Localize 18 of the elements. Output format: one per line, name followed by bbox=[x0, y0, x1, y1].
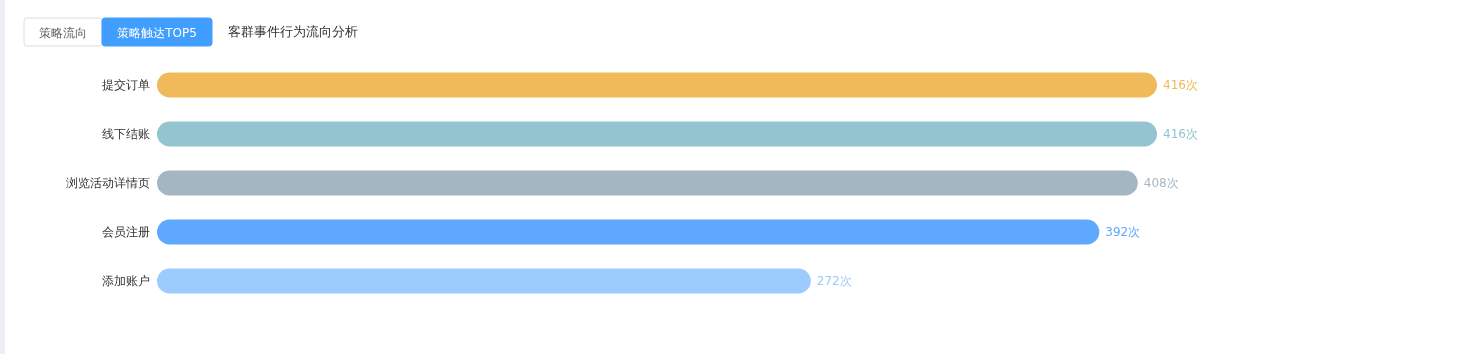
chart-title: 客群事件行为流向分析 bbox=[228, 24, 358, 39]
y-tick-label: 浏览活动详情页 bbox=[66, 176, 150, 190]
y-tick-label: 线下结账 bbox=[102, 127, 150, 141]
data-label: 392次 bbox=[1105, 225, 1141, 239]
y-tick-label: 会员注册 bbox=[102, 225, 150, 239]
data-label: 408次 bbox=[1143, 176, 1179, 190]
bar bbox=[157, 121, 1157, 147]
data-label: 272次 bbox=[816, 274, 852, 288]
data-label: 416次 bbox=[1163, 78, 1198, 92]
tab: 策略流向 bbox=[23, 17, 103, 47]
data-label: 416次 bbox=[1163, 127, 1198, 141]
bar bbox=[157, 72, 1157, 98]
y-tick-label: 添加账户 bbox=[102, 274, 150, 288]
y-tick-label: 提交订单 bbox=[102, 78, 150, 92]
bar bbox=[157, 268, 811, 294]
bar bbox=[157, 170, 1138, 196]
bar bbox=[157, 219, 1100, 245]
tab: 策略触达TOP5 bbox=[101, 17, 213, 47]
